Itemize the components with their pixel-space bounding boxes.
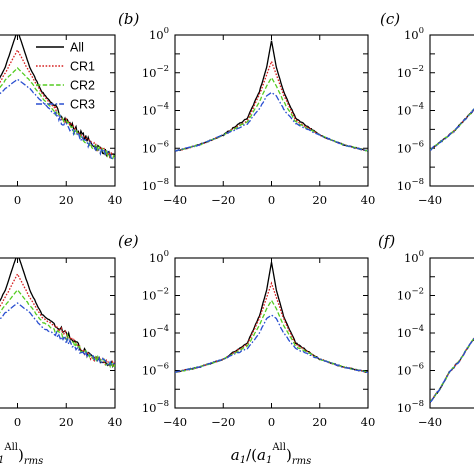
x-axis-label-fragment: 1All)rms — [0, 442, 43, 467]
series-line-cr3 — [430, 105, 474, 150]
plot-frame — [0, 35, 115, 186]
y-tick-label: 10−4 — [142, 102, 169, 118]
y-tick-label: 10−2 — [397, 64, 424, 80]
x-tick-label: −20 — [211, 415, 235, 429]
plot-frame — [175, 35, 368, 186]
y-tick-label: 10−4 — [397, 102, 424, 118]
legend-entry: All — [70, 41, 84, 55]
y-tick-label: 10−2 — [142, 64, 169, 80]
x-tick-label: −40 — [418, 193, 442, 207]
x-tick-label: 40 — [361, 415, 376, 429]
series-line-cr1 — [0, 50, 115, 158]
legend-entry: CR3 — [70, 98, 95, 112]
x-tick-label: 20 — [59, 193, 74, 207]
y-tick-label: 10−4 — [397, 324, 424, 340]
y-tick-label: 10−6 — [142, 362, 169, 378]
curves — [175, 41, 368, 152]
y-tick-label: 10−8 — [397, 177, 424, 193]
plot-frame — [430, 258, 474, 408]
series-line-cr3 — [175, 315, 368, 373]
series-line-all — [430, 104, 474, 150]
y-tick-label: 100 — [149, 249, 169, 265]
curves — [430, 332, 474, 403]
x-tick-label: 0 — [14, 415, 21, 429]
plot-frame — [175, 258, 368, 408]
plot-frame — [430, 35, 474, 186]
x-tick-label: 0 — [14, 193, 21, 207]
series-line-cr2 — [175, 300, 368, 372]
series-line-cr3 — [430, 333, 474, 402]
y-tick-label: 10−2 — [142, 287, 169, 303]
x-tick-label: −40 — [163, 193, 187, 207]
x-tick-label: 20 — [312, 415, 327, 429]
series-line-cr2 — [430, 332, 474, 402]
series-line-cr1 — [175, 61, 368, 151]
y-tick-label: 10−2 — [397, 287, 424, 303]
panel-e: 100 10−2 10−4 10−6 10−8−40 −20 0 20 40 (e) a1/(a1A… — [118, 232, 375, 467]
y-tick-label: 10−6 — [397, 139, 424, 155]
y-tick-label: 100 — [404, 26, 424, 42]
panel-label-b: (b) — [118, 10, 139, 28]
curves — [430, 104, 474, 150]
panel-label-f: (f) — [378, 232, 395, 250]
x-tick-label: 20 — [59, 415, 74, 429]
legend-entry: CR1 — [70, 60, 95, 74]
series-line-all — [175, 262, 368, 372]
series-line-cr1 — [430, 105, 474, 150]
y-tick-label: 10−6 — [397, 362, 424, 378]
series-line-all — [0, 253, 115, 366]
series-line-all — [175, 41, 368, 152]
curves — [0, 253, 115, 368]
plot-frame — [0, 258, 115, 408]
legend-entry: CR2 — [70, 79, 95, 93]
x-axis-label: a1/(a1All)rms — [231, 442, 311, 467]
panel-label-e: (e) — [118, 232, 139, 250]
y-tick-label: 10−6 — [142, 139, 169, 155]
x-tick-label: 40 — [108, 193, 123, 207]
x-tick-label: 40 — [108, 415, 123, 429]
panel-label-c: (c) — [380, 10, 400, 28]
x-tick-label: −40 — [163, 415, 187, 429]
series-line-all — [0, 30, 115, 161]
x-tick-label: −20 — [211, 193, 235, 207]
y-tick-label: 100 — [404, 249, 424, 265]
y-tick-label: 10−8 — [142, 177, 169, 193]
y-tick-label: 10−8 — [397, 399, 424, 415]
panel-a: 0 20 40 All CR1 CR2 CR3 — [0, 30, 122, 207]
x-tick-label: 0 — [268, 193, 275, 207]
series-line-cr2 — [175, 78, 368, 152]
series-line-cr1 — [175, 283, 368, 372]
x-tick-label: 0 — [268, 415, 275, 429]
y-tick-label: 10−8 — [142, 399, 169, 415]
panel-b: 100 10−2 10−4 10−6 10−8−40 −20 0 20 40 (b) — [118, 10, 375, 207]
panel-f: 100 10−2 10−4 10−6 10−8−40 (f) — [378, 232, 474, 429]
x-tick-label: 40 — [361, 193, 376, 207]
curves — [0, 30, 115, 161]
y-tick-label: 10−4 — [142, 324, 169, 340]
series-line-cr1 — [0, 274, 115, 367]
x-tick-label: 20 — [312, 193, 327, 207]
panel-c: 100 10−2 10−4 10−6 10−8−40 (c) — [380, 10, 474, 207]
y-tick-label: 100 — [149, 26, 169, 42]
x-tick-label: −40 — [418, 415, 442, 429]
curves — [175, 262, 368, 373]
panel-d: 0 20 40 1All)rms — [0, 253, 122, 467]
series-line-cr2 — [430, 105, 474, 150]
